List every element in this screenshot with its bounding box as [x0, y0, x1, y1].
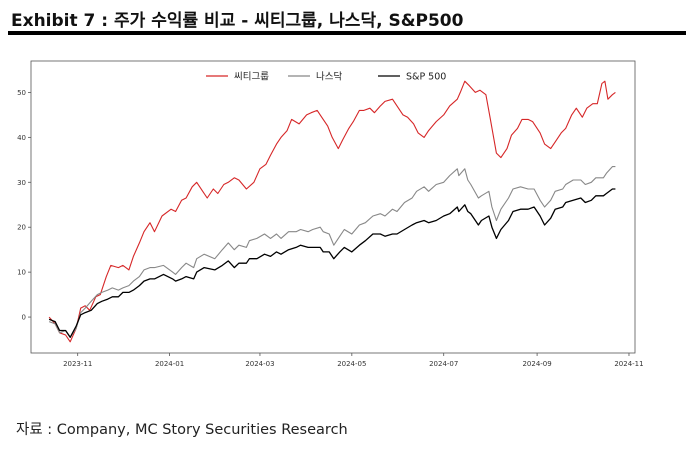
y-axis: 0 10 20 30 40 50 — [17, 89, 31, 322]
legend-label: 씨티그룹 — [234, 72, 269, 83]
legend: 씨티그룹 나스닥 S&P 500 — [206, 72, 446, 83]
x-tick-label: 2024-05 — [337, 360, 366, 368]
x-tick-label: 2024-09 — [522, 360, 551, 368]
line-chart: 0 10 20 30 40 50 2023-11 2024-01 2024-03 2024-05… — [17, 60, 644, 368]
y-tick-label: 20 — [17, 224, 26, 232]
series-line-2 — [48, 166, 616, 338]
y-tick-label: 30 — [17, 179, 26, 187]
title-divider — [8, 31, 686, 35]
chart-container: 0 10 20 30 40 50 2023-11 2024-01 2024-03 2024-05… — [0, 40, 693, 385]
y-tick-label: 0 — [22, 314, 26, 322]
x-tick-label: 2024-01 — [155, 360, 184, 368]
source-note: 자료 : Company, MC Story Securities Resear… — [16, 422, 348, 438]
legend-label: S&P 500 — [406, 72, 446, 83]
series-line-3 — [48, 188, 616, 338]
series-layer — [48, 80, 616, 343]
y-tick-label: 50 — [17, 89, 26, 97]
series-line-1 — [48, 80, 616, 343]
page-title: Exhibit 7 : 주가 수익률 비교 - 씨티그룹, 나스닥, S&P50… — [11, 11, 464, 31]
x-tick-label: 2024-03 — [245, 360, 274, 368]
y-tick-label: 10 — [17, 269, 26, 277]
x-tick-label: 2024-11 — [614, 360, 643, 368]
plot-frame — [30, 60, 636, 354]
legend-label: 나스닥 — [316, 72, 342, 83]
y-tick-label: 40 — [17, 134, 26, 142]
x-axis: 2023-11 2024-01 2024-03 2024-05 2024-07 2024-… — [63, 353, 644, 368]
x-tick-label: 2023-11 — [63, 360, 92, 368]
x-tick-label: 2024-07 — [429, 360, 458, 368]
